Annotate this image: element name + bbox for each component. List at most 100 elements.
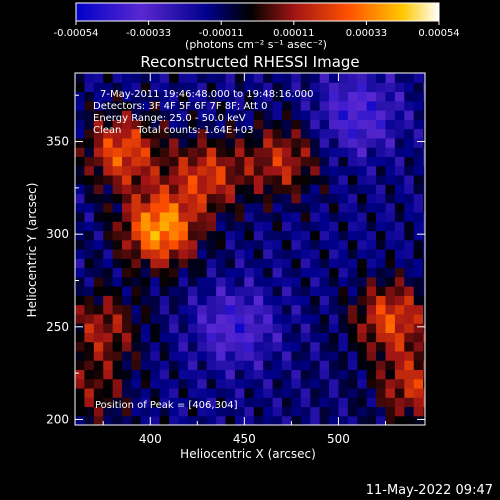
heatmap-cell [300,332,311,343]
heatmap-cell [272,119,283,130]
heatmap-cell [281,323,292,333]
heatmap-cell [103,295,114,306]
heatmap-cell [169,267,180,278]
heatmap-cell [122,369,133,380]
heatmap-cell [394,184,405,195]
heatmap-cell [291,73,302,83]
heatmap-cell [272,147,283,157]
heatmap-cell [329,415,340,425]
heatmap-cell [404,369,415,380]
heatmap-cell [263,258,274,269]
heatmap-cell [216,313,227,324]
heatmap-cell [263,128,274,139]
heatmap-cell [216,202,227,213]
heatmap-cell [385,378,396,389]
heatmap-cell [225,332,236,343]
heatmap-cell [319,239,330,250]
heatmap-cell [206,165,217,176]
heatmap-cell [404,221,415,232]
heatmap-cell [376,360,387,371]
heatmap-cell [376,258,387,269]
heatmap-cell [206,387,217,398]
heatmap-cell [376,193,387,204]
heatmap-cell [376,156,387,167]
heatmap-cell [112,387,123,398]
heatmap-cell [376,406,387,417]
heatmap-cell [319,147,330,157]
heatmap-cell [263,323,274,333]
heatmap-cell [310,128,321,139]
heatmap-cell [140,415,151,425]
heatmap-cell [169,147,180,157]
heatmap-cell [140,174,151,185]
heatmap-cell [338,323,349,333]
heatmap-cell [178,406,189,417]
heatmap-cell [319,387,330,398]
heatmap-cell [234,174,245,185]
heatmap-cell [225,82,236,93]
heatmap-cell [216,211,227,222]
heatmap-cell [319,295,330,306]
heatmap-cell [159,100,170,111]
heatmap-cell [225,387,236,398]
heatmap-cell [169,360,180,371]
heatmap-cell [329,341,340,352]
heatmap-cell [131,230,142,241]
heatmap-cell [404,397,415,408]
heatmap-cell [310,100,321,111]
heatmap-cell [75,360,86,371]
heatmap-cell [413,128,424,139]
heatmap-cell [300,221,311,232]
heatmap-cell [347,91,358,102]
heatmap-cell [281,360,292,371]
heatmap-cell [281,82,292,93]
heatmap-cell [394,369,405,380]
heatmap-cell [319,350,330,361]
heatmap-cell [253,341,264,352]
heatmap-cell [150,193,161,204]
heatmap-cell [75,165,86,176]
heatmap-cell [394,156,405,167]
heatmap-cell [244,165,255,176]
heatmap-cell [404,230,415,241]
heatmap-cell [93,323,104,333]
heatmap-cell [131,73,142,83]
heatmap-cell [93,295,104,306]
heatmap-cell [169,211,180,222]
heatmap-cell [244,147,255,157]
heatmap-cell [338,91,349,102]
heatmap-cell [263,341,274,352]
heatmap-cell [413,211,424,222]
heatmap-cell [253,378,264,389]
heatmap-cell [216,119,227,130]
heatmap-cell [366,91,377,102]
heatmap-cell [169,184,180,195]
heatmap-cell [423,165,425,176]
heatmap-cell [376,119,387,130]
heatmap-cell [206,239,217,250]
heatmap-cell [159,119,170,130]
heatmap-cell [84,295,95,306]
heatmap-cell [197,415,208,425]
heatmap-cell [122,119,133,130]
heatmap-cell [159,415,170,425]
heatmap-cell [84,406,95,417]
heatmap-cell [206,332,217,343]
heatmap-cell [300,276,311,287]
heatmap-cell [159,73,170,83]
heatmap-cell [131,110,142,120]
heatmap-cell [84,415,95,425]
heatmap-cell [84,258,95,269]
heatmap-cell [197,239,208,250]
heatmap-cell [413,332,424,343]
heatmap-cell [84,304,95,315]
heatmap-cell [178,230,189,241]
heatmap-cell [357,387,368,398]
heatmap-cell [329,323,340,333]
heatmap-cell [216,369,227,380]
heatmap-cell [159,221,170,232]
heatmap-cell [263,174,274,185]
heatmap-cell [216,341,227,352]
heatmap-cell [310,332,321,343]
heatmap-cell [150,156,161,167]
